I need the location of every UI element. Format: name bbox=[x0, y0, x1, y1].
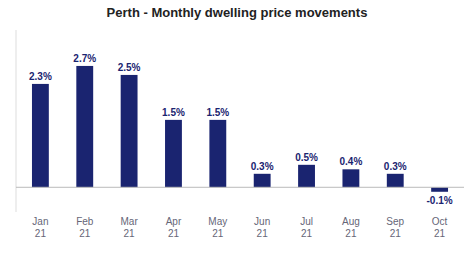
data-label: 2.3% bbox=[29, 71, 52, 82]
x-tick-label: May21 bbox=[208, 216, 227, 239]
x-tick-label: Apr21 bbox=[166, 216, 182, 239]
bar bbox=[209, 120, 226, 187]
x-tick-label: Mar21 bbox=[120, 216, 138, 239]
data-label: 2.5% bbox=[118, 62, 141, 73]
y-axis-line bbox=[16, 30, 17, 212]
x-tick-label: Jul21 bbox=[300, 216, 313, 239]
bar bbox=[76, 66, 93, 187]
bar bbox=[165, 120, 182, 187]
chart: Perth - Monthly dwelling price movements… bbox=[0, 0, 474, 256]
bar bbox=[387, 174, 404, 187]
x-tick-label: Jan21 bbox=[32, 216, 48, 239]
x-tick-label: Aug21 bbox=[342, 216, 360, 239]
data-label: 1.5% bbox=[206, 107, 229, 118]
data-label: 0.5% bbox=[295, 152, 318, 163]
bar bbox=[254, 174, 271, 187]
data-label: 0.3% bbox=[251, 161, 274, 172]
x-tick-label: Sep21 bbox=[386, 216, 404, 239]
x-tick-label: Oct21 bbox=[432, 216, 448, 239]
bar bbox=[32, 84, 49, 187]
bars bbox=[32, 66, 448, 192]
title: Perth - Monthly dwelling price movements bbox=[107, 5, 368, 20]
data-label: 0.4% bbox=[339, 156, 362, 167]
bar bbox=[342, 169, 359, 187]
x-tick-label: Jun21 bbox=[254, 216, 270, 239]
data-label: 1.5% bbox=[162, 107, 185, 118]
chart-container: Perth - Monthly dwelling price movements… bbox=[0, 0, 474, 256]
bar bbox=[121, 75, 138, 187]
data-label: 0.3% bbox=[384, 161, 407, 172]
x-tick-label: Feb21 bbox=[76, 216, 94, 239]
baseline bbox=[16, 187, 464, 188]
data-label: -0.1% bbox=[427, 195, 453, 206]
data-label: 2.7% bbox=[73, 53, 96, 64]
bar bbox=[298, 165, 315, 187]
bar bbox=[431, 187, 448, 191]
